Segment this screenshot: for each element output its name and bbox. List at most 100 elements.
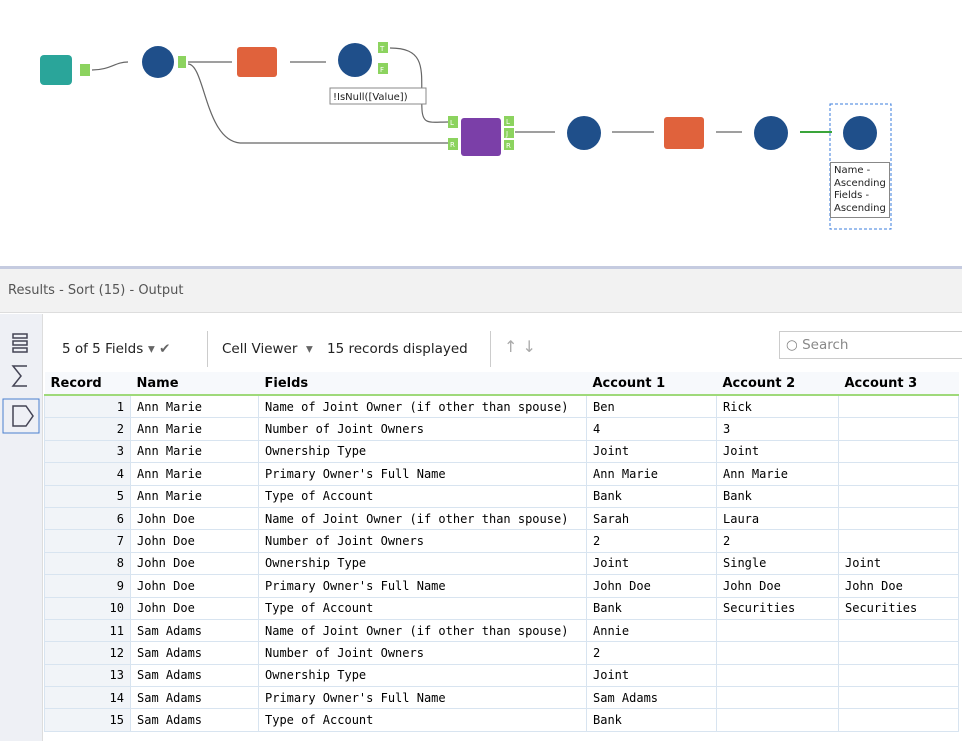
record-number: 10	[44, 596, 131, 620]
connection	[91, 61, 129, 71]
record-number: 13	[44, 663, 131, 688]
table-row: 2 Ann Marie Number of Joint Owners 4 3	[44, 417, 959, 441]
table-row: 9 John Doe Primary Owner's Full Name John D…	[44, 574, 959, 598]
record-number: 14	[44, 686, 131, 710]
cell: 2	[716, 529, 839, 553]
viewer-selector[interactable]: Cell Viewer	[222, 341, 298, 357]
anchor	[378, 63, 388, 74]
annotation-box: Name - Ascending Fields - Ascending	[830, 162, 890, 218]
select-tool	[754, 116, 788, 150]
cell	[838, 506, 959, 531]
cell: John Doe	[130, 596, 259, 620]
results-panel: Results - Sort (15) - Output 5 of 5 Fiel…	[0, 266, 962, 741]
cell: Ownership Type	[258, 439, 587, 464]
cell: Type of Account	[258, 708, 587, 732]
results-table: Record Name Fields Account 1 Account 2 Accoun…	[44, 372, 959, 732]
record-number: 3	[44, 439, 131, 464]
cell: Sam Adams	[130, 641, 259, 665]
anchor-label: T	[379, 45, 385, 53]
cell: Securities	[838, 596, 959, 620]
fields-selector[interactable]: 5 of 5 Fields	[62, 341, 144, 357]
cell: Securities	[716, 596, 839, 620]
connection	[389, 47, 449, 123]
cell: John Doe	[716, 574, 839, 598]
column-header[interactable]: Name	[130, 372, 259, 396]
toolbar: 5 of 5 Fields ▾ ✔ Cell Viewer ▾ 15 recor…	[44, 329, 962, 369]
unique-tool	[567, 116, 601, 150]
cell	[838, 439, 959, 464]
cell: 4	[586, 417, 717, 441]
selected-tab[interactable]	[2, 398, 40, 434]
cell: Sam Adams	[130, 686, 259, 710]
cell: Laura	[716, 506, 839, 531]
cell: Name of Joint Owner (if other than spous…	[258, 618, 587, 643]
cell: Bank	[586, 484, 717, 508]
cell	[838, 708, 959, 732]
search-box[interactable]: ○ Search	[779, 331, 962, 359]
workflow-canvas: !IsNull([Value]) T F L R L J R Name - As…	[40, 42, 892, 230]
column-header[interactable]: Account 2	[716, 372, 839, 396]
cell: Primary Owner's Full Name	[258, 686, 587, 710]
table-row: 13 Sam Adams Ownership Type Joint	[44, 663, 959, 688]
table-row: 15 Sam Adams Type of Account Bank	[44, 708, 959, 732]
cell: Name of Joint Owner (if other than spous…	[258, 506, 587, 531]
cell: Single	[716, 551, 839, 576]
table-row: 6 John Doe Name of Joint Owner (if other t…	[44, 506, 959, 531]
record-number: 9	[44, 574, 131, 598]
cell	[838, 394, 959, 419]
cell: Sarah	[586, 506, 717, 531]
cell: John Doe	[130, 529, 259, 553]
cell: Bank	[586, 596, 717, 620]
cell: Joint	[716, 439, 839, 464]
cell: Joint	[586, 663, 717, 688]
search-placeholder: Search	[802, 337, 849, 353]
cell	[716, 641, 839, 665]
cell: Ann Marie	[130, 394, 259, 419]
cell: Number of Joint Owners	[258, 417, 587, 441]
cell: 2	[586, 641, 717, 665]
cell: John Doe	[130, 574, 259, 598]
record-number: 2	[44, 417, 131, 441]
filter-tool	[338, 43, 372, 77]
table-row: 4 Ann Marie Primary Owner's Full Name Ann M…	[44, 462, 959, 486]
cell	[838, 686, 959, 710]
cell: Joint	[586, 551, 717, 576]
annotation-box	[329, 87, 427, 105]
cell: Bank	[586, 708, 717, 732]
cell: Ann Marie	[130, 462, 259, 486]
table-row: 12 Sam Adams Number of Joint Owners 2	[44, 641, 959, 665]
cell: Ann Marie	[130, 417, 259, 441]
record-number: 11	[44, 618, 131, 643]
column-header[interactable]: Record	[44, 372, 131, 396]
cell: 3	[716, 417, 839, 441]
anchor-label: R	[450, 141, 455, 149]
anchor-label: J	[505, 130, 508, 138]
records-count: 15 records displayed	[327, 341, 468, 357]
results-title: Results - Sort (15) - Output	[0, 269, 962, 313]
cell	[838, 484, 959, 508]
cell	[716, 663, 839, 688]
cell: Type of Account	[258, 596, 587, 620]
cell: John Doe	[838, 574, 959, 598]
record-number: 12	[44, 641, 131, 665]
cell: John Doe	[130, 506, 259, 531]
cell: Number of Joint Owners	[258, 529, 587, 553]
cell: Ann Marie	[586, 462, 717, 486]
cell: Ann Marie	[130, 439, 259, 464]
cell: Annie	[586, 618, 717, 643]
table-row: 7 John Doe Number of Joint Owners 2 2	[44, 529, 959, 553]
cell: Primary Owner's Full Name	[258, 462, 587, 486]
record-number: 1	[44, 394, 131, 419]
anchor	[178, 56, 186, 68]
cell	[838, 529, 959, 553]
table-row: 14 Sam Adams Primary Owner's Full Name Sam …	[44, 686, 959, 710]
column-header[interactable]: Account 1	[586, 372, 717, 396]
column-header[interactable]: Account 3	[838, 372, 959, 396]
cell: Sam Adams	[130, 618, 259, 643]
cell: Ann Marie	[130, 484, 259, 508]
column-header[interactable]: Fields	[258, 372, 587, 396]
table-row: 1 Ann Marie Name of Joint Owner (if other …	[44, 394, 959, 419]
cell	[838, 663, 959, 688]
cell	[838, 462, 959, 486]
table-row: 11 Sam Adams Name of Joint Owner (if other…	[44, 618, 959, 643]
